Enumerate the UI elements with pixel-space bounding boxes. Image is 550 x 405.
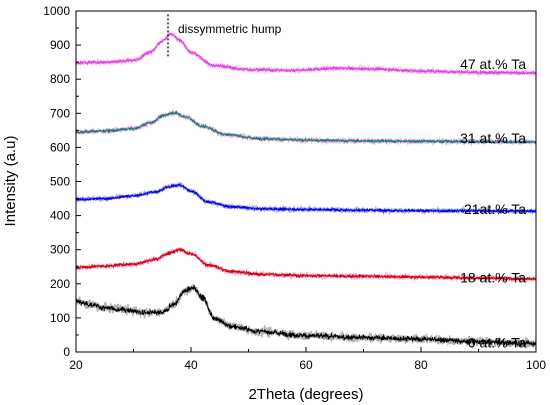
annotation-text: dissymmetric hump xyxy=(178,22,282,36)
y-tick-label: 600 xyxy=(50,140,70,154)
series-label-0: 0 at.% Ta xyxy=(468,334,526,350)
x-tick-label: 40 xyxy=(184,358,198,372)
x-axis-title: 2Theta (degrees) xyxy=(248,386,363,403)
y-tick-label: 1000 xyxy=(43,4,70,18)
series-label-1: 18 at.% Ta xyxy=(460,270,526,286)
series-label-2: 21at.% Ta xyxy=(464,201,526,217)
y-tick-label: 0 xyxy=(63,345,70,359)
series-0-line xyxy=(76,284,536,348)
series-1-shadow xyxy=(76,246,536,285)
series-label-3: 31 at.% Ta xyxy=(460,130,526,146)
series-4-line xyxy=(76,32,536,76)
x-tick-label: 60 xyxy=(299,358,313,372)
series-4 xyxy=(76,31,536,78)
series-label-4: 47 at.% Ta xyxy=(460,56,526,72)
series-2-line xyxy=(76,182,536,214)
x-tick-label: 80 xyxy=(414,358,428,372)
y-tick-label: 400 xyxy=(50,209,70,223)
x-tick-label: 100 xyxy=(526,358,546,372)
y-tick-label: 800 xyxy=(50,72,70,86)
x-tick-label: 20 xyxy=(69,358,83,372)
y-tick-label: 500 xyxy=(50,175,70,189)
y-tick-label: 900 xyxy=(50,38,70,52)
series-3-line xyxy=(76,110,536,145)
y-tick-label: 700 xyxy=(50,106,70,120)
y-tick-label: 300 xyxy=(50,243,70,257)
y-tick-label: 100 xyxy=(50,311,70,325)
series-2 xyxy=(76,180,536,216)
y-axis-title: Intensity (a.u) xyxy=(2,136,19,227)
series-1-line xyxy=(76,247,536,282)
series-3 xyxy=(76,108,536,148)
series-layer: 0 at.% Ta 18 at.% Ta 21at.% Ta 31 at.% Ta 47… xyxy=(76,14,536,350)
axis-layer: 20 40 60 80 10001002003004005006007008009001… xyxy=(43,4,546,372)
y-tick-label: 200 xyxy=(50,277,70,291)
series-1 xyxy=(76,246,536,285)
series-0 xyxy=(76,283,536,349)
series-0-shadow xyxy=(76,283,536,349)
